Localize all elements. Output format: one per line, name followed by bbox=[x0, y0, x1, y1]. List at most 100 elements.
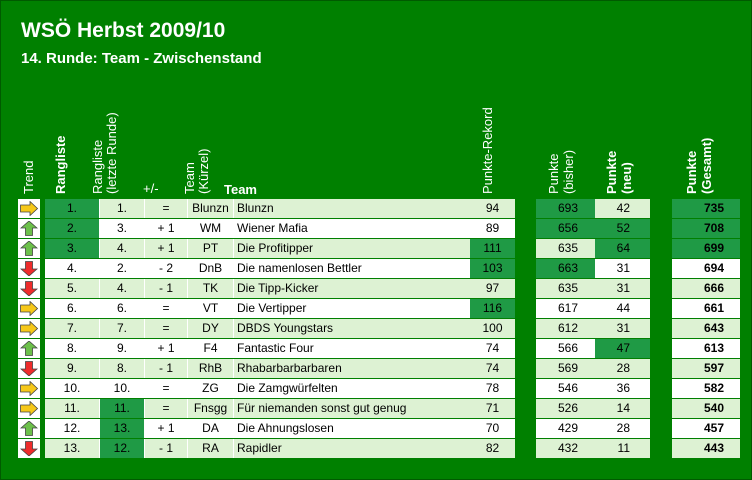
header-team: Team bbox=[224, 182, 257, 197]
points-new-cell: 11 bbox=[595, 439, 650, 458]
header-punkte-bisher-2: (bisher) bbox=[561, 149, 576, 194]
record-cell: 74 bbox=[470, 339, 515, 358]
trend-cell bbox=[18, 219, 40, 238]
points-new-cell: 44 bbox=[595, 299, 650, 318]
trend-cell bbox=[18, 339, 40, 358]
points-total-cell: 613 bbox=[672, 339, 740, 358]
trend-cell bbox=[18, 319, 40, 338]
change-cell: - 1 bbox=[145, 359, 188, 378]
team-abbr-cell: DY bbox=[188, 319, 234, 338]
team-abbr-cell: RhB bbox=[188, 359, 234, 378]
record-cell: 78 bbox=[470, 379, 515, 398]
rank-cell: 9. bbox=[45, 359, 100, 378]
header-punkte-bisher-1: Punkte bbox=[546, 153, 561, 194]
rank-cell: 7. bbox=[45, 319, 100, 338]
points-new-cell: 36 bbox=[595, 379, 650, 398]
points-total-cell: 666 bbox=[672, 279, 740, 298]
points-prev-cell: 635 bbox=[536, 239, 595, 258]
page-subtitle: 14. Runde: Team - Zwischenstand bbox=[21, 50, 262, 67]
team-name-cell: Die namenlosen Bettler bbox=[234, 259, 470, 278]
points-new-cell: 31 bbox=[595, 259, 650, 278]
record-cell: 116 bbox=[470, 299, 515, 318]
points-total-cell: 735 bbox=[672, 199, 740, 218]
change-cell: - 1 bbox=[145, 439, 188, 458]
table-row: 12. 13. + 1 DA Die Ahnungslosen 70 429 2… bbox=[18, 419, 740, 439]
last-rank-cell: 9. bbox=[100, 339, 145, 358]
team-abbr-cell: RA bbox=[188, 439, 234, 458]
change-cell: = bbox=[145, 379, 188, 398]
team-abbr-cell: Blunzn bbox=[188, 199, 234, 218]
header-rangliste-letzte-1: Rangliste bbox=[90, 139, 105, 194]
points-prev-cell: 635 bbox=[536, 279, 595, 298]
points-total-cell: 708 bbox=[672, 219, 740, 238]
table-row: 13. 12. - 1 RA Rapidler 82 432 11 443 bbox=[18, 439, 740, 459]
change-cell: = bbox=[145, 319, 188, 338]
record-cell: 74 bbox=[470, 359, 515, 378]
table-row: 4. 2. - 2 DnB Die namenlosen Bettler 103… bbox=[18, 259, 740, 279]
team-name-cell: Die Tipp-Kicker bbox=[234, 279, 470, 298]
points-total-cell: 597 bbox=[672, 359, 740, 378]
points-total-cell: 661 bbox=[672, 299, 740, 318]
team-abbr-cell: PT bbox=[188, 239, 234, 258]
arrow-right-icon bbox=[20, 381, 38, 396]
points-total-cell: 582 bbox=[672, 379, 740, 398]
change-cell: + 1 bbox=[145, 339, 188, 358]
points-prev-cell: 617 bbox=[536, 299, 595, 318]
team-name-cell: Blunzn bbox=[234, 199, 470, 218]
team-abbr-cell: DA bbox=[188, 419, 234, 438]
last-rank-cell: 8. bbox=[100, 359, 145, 378]
arrow-up-icon bbox=[20, 421, 38, 436]
team-name-cell: Die Vertipper bbox=[234, 299, 470, 318]
points-new-cell: 31 bbox=[595, 279, 650, 298]
last-rank-cell: 13. bbox=[100, 419, 145, 438]
arrow-down-icon bbox=[20, 361, 38, 376]
header-team-kuerzel-2: (Kürzel) bbox=[196, 148, 211, 194]
header-punkte-neu-2: (neu) bbox=[619, 162, 634, 194]
team-abbr-cell: VT bbox=[188, 299, 234, 318]
record-cell: 103 bbox=[470, 259, 515, 278]
points-prev-cell: 693 bbox=[536, 199, 595, 218]
points-prev-cell: 663 bbox=[536, 259, 595, 278]
trend-cell bbox=[18, 419, 40, 438]
points-prev-cell: 569 bbox=[536, 359, 595, 378]
rank-cell: 1. bbox=[45, 199, 100, 218]
arrow-down-icon bbox=[20, 441, 38, 456]
change-cell: = bbox=[145, 299, 188, 318]
table-row: 10. 10. = ZG Die Zamgwürfelten 78 546 36… bbox=[18, 379, 740, 399]
points-total-cell: 457 bbox=[672, 419, 740, 438]
team-name-cell: Rapidler bbox=[234, 439, 470, 458]
team-name-cell: Fantastic Four bbox=[234, 339, 470, 358]
team-name-cell: DBDS Youngstars bbox=[234, 319, 470, 338]
record-cell: 94 bbox=[470, 199, 515, 218]
arrow-right-icon bbox=[20, 301, 38, 316]
header-trend: Trend bbox=[21, 160, 36, 194]
team-name-cell: Die Zamgwürfelten bbox=[234, 379, 470, 398]
rank-cell: 12. bbox=[45, 419, 100, 438]
header-punkte-neu-1: Punkte bbox=[604, 150, 619, 194]
team-name-cell: Die Profitipper bbox=[234, 239, 470, 258]
rank-cell: 5. bbox=[45, 279, 100, 298]
table-row: 11. 11. = Fnsgg Für niemanden sonst gut … bbox=[18, 399, 740, 419]
points-prev-cell: 526 bbox=[536, 399, 595, 418]
last-rank-cell: 7. bbox=[100, 319, 145, 338]
trend-cell bbox=[18, 399, 40, 418]
arrow-down-icon bbox=[20, 261, 38, 276]
page-title: WSÖ Herbst 2009/10 bbox=[21, 19, 226, 42]
header-rangliste: Rangliste bbox=[53, 135, 68, 194]
points-new-cell: 28 bbox=[595, 419, 650, 438]
trend-cell bbox=[18, 299, 40, 318]
last-rank-cell: 4. bbox=[100, 279, 145, 298]
rank-cell: 10. bbox=[45, 379, 100, 398]
header-rangliste-letzte-2: (letzte Runde) bbox=[104, 112, 119, 194]
team-abbr-cell: Fnsgg bbox=[188, 399, 234, 418]
arrow-right-icon bbox=[20, 321, 38, 336]
rank-cell: 13. bbox=[45, 439, 100, 458]
points-prev-cell: 656 bbox=[536, 219, 595, 238]
table-row: 9. 8. - 1 RhB Rhabarbarbarbaren 74 569 2… bbox=[18, 359, 740, 379]
points-prev-cell: 429 bbox=[536, 419, 595, 438]
team-name-cell: Wiener Mafia bbox=[234, 219, 470, 238]
arrow-up-icon bbox=[20, 341, 38, 356]
rank-cell: 6. bbox=[45, 299, 100, 318]
points-new-cell: 28 bbox=[595, 359, 650, 378]
points-new-cell: 42 bbox=[595, 199, 650, 218]
